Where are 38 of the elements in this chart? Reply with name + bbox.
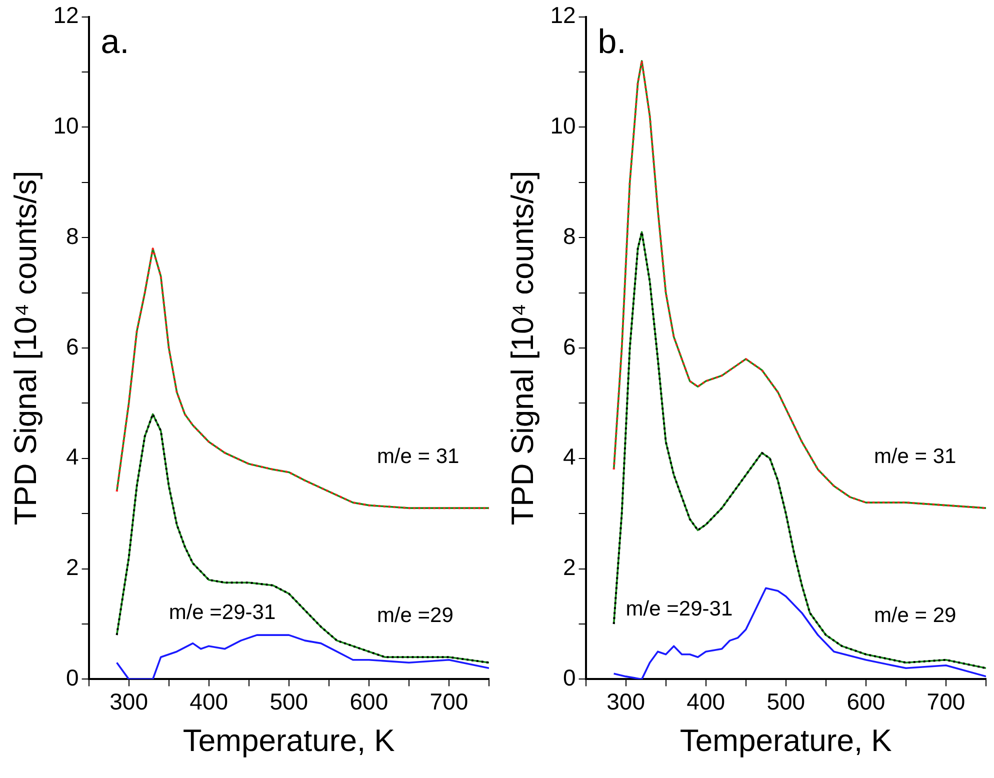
x-tick-label: 700 xyxy=(430,688,468,714)
series-label: m/e = 31 xyxy=(376,445,460,468)
x-tick-label: 700 xyxy=(926,688,966,714)
line-series xyxy=(116,413,489,664)
series-label: m/e =29-31 xyxy=(626,597,733,620)
x-tick-label: 300 xyxy=(606,688,645,714)
y-axis-title: TPD Signal [10⁴ counts/s] xyxy=(8,170,44,526)
y-tick-label: 6 xyxy=(562,333,576,360)
y-tick-label: 2 xyxy=(66,554,79,580)
annotation: a. xyxy=(100,23,130,62)
y-tick-label: 8 xyxy=(562,222,576,249)
y-tick-label: 8 xyxy=(66,222,79,249)
x-tick-label: 500 xyxy=(270,688,308,714)
y-tick-label: 6 xyxy=(66,333,79,360)
x-tick-label: 400 xyxy=(190,688,228,714)
y-tick-label: 0 xyxy=(562,664,576,691)
x-tick-label: 600 xyxy=(846,688,886,714)
x-tick-label: 400 xyxy=(686,688,726,714)
series-label: m/e =29-31 xyxy=(168,600,276,624)
series-label: m/e = 31 xyxy=(874,445,956,468)
y-tick-label: 12 xyxy=(53,2,79,28)
x-axis-title: Temperature, K xyxy=(182,722,396,758)
x-axis-title: Temperature, K xyxy=(680,722,892,758)
x-tick-label: 600 xyxy=(350,688,388,714)
y-tick-label: 0 xyxy=(66,664,79,691)
y-tick-label: 12 xyxy=(550,2,576,28)
y-tick-label: 10 xyxy=(550,112,576,139)
annotation: b. xyxy=(598,23,626,62)
series-label: m/e = 29 xyxy=(874,604,956,628)
x-tick-label: 300 xyxy=(110,688,148,714)
y-tick-label: 4 xyxy=(66,444,79,470)
x-tick-label: 500 xyxy=(766,688,806,714)
y-axis-title: TPD Signal [10⁴ counts/s] xyxy=(505,170,540,526)
line-series xyxy=(612,231,986,670)
series-label: m/e =29 xyxy=(376,604,454,628)
y-tick-label: 10 xyxy=(53,112,79,139)
y-tick-label: 2 xyxy=(562,554,576,580)
y-tick-label: 4 xyxy=(562,444,576,470)
